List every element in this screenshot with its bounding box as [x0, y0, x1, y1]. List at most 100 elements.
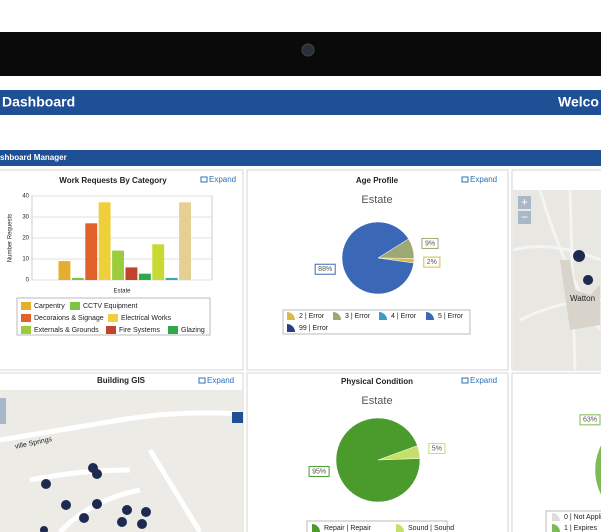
- data-label: 95%: [312, 468, 326, 475]
- map-town: [560, 260, 600, 330]
- bar: [85, 223, 98, 280]
- legend-swatch: [106, 326, 116, 334]
- data-label: 5%: [432, 445, 442, 452]
- widget-title: Age Profile: [356, 176, 399, 185]
- bar: [165, 277, 178, 280]
- legend-label: 2 | Error: [299, 313, 325, 320]
- bar: [152, 244, 165, 280]
- data-label-box: [428, 443, 446, 455]
- pin: [583, 275, 594, 285]
- zoom-icon: +: [521, 195, 528, 209]
- map-place: Watton: [570, 294, 595, 303]
- legend-label: 4 | Error: [391, 313, 417, 320]
- legend-box: [282, 309, 471, 335]
- bar: [138, 273, 151, 280]
- legend-label: Sound | Sound: [408, 525, 454, 532]
- data-label: 88%: [318, 266, 332, 273]
- legend-swatch: [287, 324, 295, 332]
- y-tick-label: 20: [22, 236, 29, 242]
- y-axis-label: Number Requests: [8, 214, 14, 262]
- header-bar: [0, 90, 601, 115]
- pie-slice: [594, 444, 601, 496]
- legend-label: 99 | Error: [299, 325, 329, 332]
- monitor-bezel: [0, 32, 601, 76]
- map-pins: [40, 463, 151, 532]
- legend-label: Glazing: [181, 327, 205, 334]
- pie-slice: [341, 221, 414, 295]
- legend-label: 0 | Not Appli: [564, 514, 601, 521]
- section-title: shboard Manager: [0, 153, 67, 162]
- legend-label: Electrical Works: [121, 315, 172, 322]
- expand-link[interactable]: Expand: [207, 376, 234, 385]
- legend-swatch: [21, 314, 31, 322]
- legend-swatch: [333, 312, 341, 320]
- legend-box: [545, 510, 601, 532]
- widget-title: Building GIS: [97, 376, 146, 385]
- legend-swatch: [379, 312, 387, 320]
- data-label-box: [308, 465, 330, 477]
- legend-swatch: [108, 314, 118, 322]
- legend-label: 3 | Error: [345, 313, 371, 320]
- zoom-control[interactable]: [0, 398, 6, 424]
- legend-swatch: [426, 312, 434, 320]
- legend-label: 5 | Error: [438, 313, 464, 320]
- bar: [98, 202, 111, 280]
- expand-icon: [198, 377, 206, 384]
- x-axis-label: Estate: [113, 289, 131, 295]
- legend-swatch: [552, 524, 560, 532]
- zoom-out[interactable]: [518, 211, 531, 224]
- legend-swatch: [70, 302, 80, 310]
- map-button[interactable]: [232, 412, 243, 423]
- widget-title: Work Requests By Category: [59, 176, 167, 185]
- legend-label: Repair | Repair: [324, 525, 372, 532]
- map-pins: [573, 250, 594, 285]
- bar: [71, 277, 84, 280]
- widget-title: Physical Condition: [341, 377, 413, 386]
- legend-swatch: [552, 513, 560, 521]
- header-title: Dashboard: [2, 94, 75, 110]
- legend-label: CCTV Equipment: [83, 303, 138, 310]
- chart-subtitle: Estate: [361, 395, 392, 407]
- y-tick-label: 40: [22, 194, 29, 200]
- data-label-box: [314, 263, 336, 275]
- y-tick-label: 0: [26, 278, 30, 284]
- expand-link[interactable]: Expand: [470, 175, 497, 184]
- panel: [511, 372, 601, 532]
- legend-swatch: [21, 302, 31, 310]
- expand-icon: [461, 377, 469, 384]
- pie-slice: [335, 417, 421, 503]
- legend-swatch: [396, 524, 404, 532]
- zoom-icon: −: [521, 210, 528, 224]
- data-label-box: [579, 414, 601, 426]
- data-label: 63%: [583, 417, 597, 424]
- bar: [125, 267, 138, 280]
- legend-swatch: [21, 326, 31, 334]
- zoom-in[interactable]: [518, 196, 531, 209]
- data-label-box: [423, 256, 441, 268]
- bar: [179, 202, 191, 280]
- y-tick-label: 30: [22, 215, 29, 221]
- legend-swatch: [168, 326, 178, 334]
- data-label: 2%: [427, 259, 437, 266]
- bar: [58, 261, 71, 280]
- legend-box: [306, 520, 448, 532]
- legend-label: Decoraions & Signage: [34, 315, 104, 322]
- expand-link[interactable]: Expand: [470, 376, 497, 385]
- legend-label: Fire Systems: [119, 327, 160, 334]
- legend-label: Carpentry: [34, 303, 65, 310]
- legend-label: Externals & Grounds: [34, 327, 99, 334]
- legend-swatch: [287, 312, 295, 320]
- legend-label: 1 | Expires: [564, 525, 597, 532]
- expand-link[interactable]: Expand: [209, 175, 236, 184]
- legend-swatch: [312, 524, 320, 532]
- chart-subtitle: Estate: [361, 194, 392, 206]
- map-roads: [0, 410, 241, 532]
- expand-icon: [200, 176, 208, 183]
- data-label-box: [421, 237, 439, 249]
- expand-icon: [461, 176, 469, 183]
- section-bar: [0, 150, 601, 166]
- header-welcome: Welco: [558, 94, 599, 110]
- webcam: [301, 43, 315, 57]
- data-label: 9%: [425, 240, 435, 247]
